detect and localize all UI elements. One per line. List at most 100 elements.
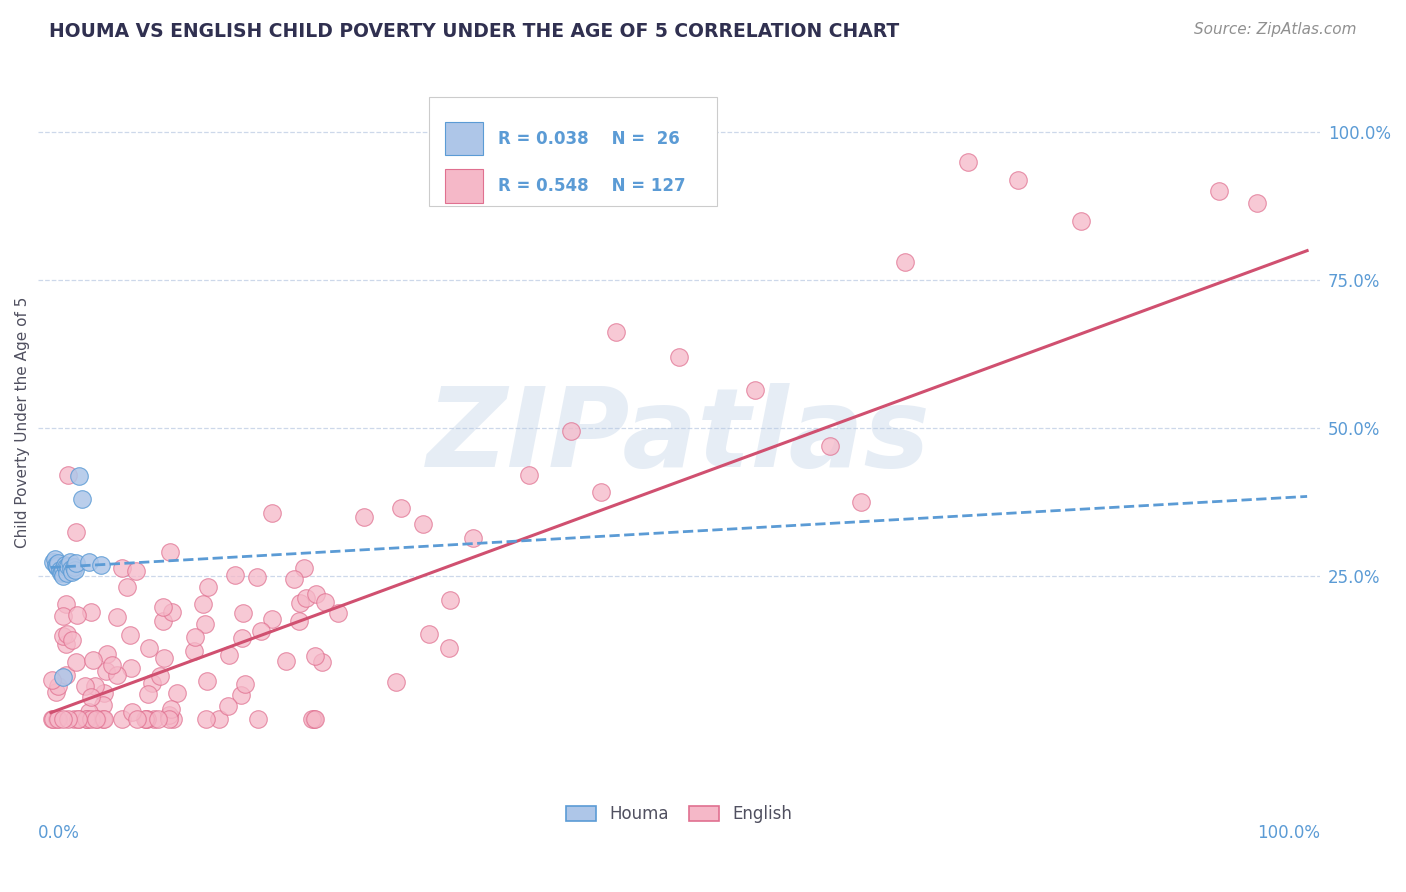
Point <box>42 712 65 726</box>
Point <box>183 644 205 658</box>
Point <box>84 712 107 726</box>
Point <box>461 531 484 545</box>
Point <box>51 565 73 579</box>
Point <box>956 154 979 169</box>
Point <box>96 648 118 662</box>
Point <box>52 712 75 726</box>
Point <box>93 686 115 700</box>
Point <box>52 608 75 623</box>
Point <box>818 439 841 453</box>
Point <box>91 698 114 713</box>
Point <box>233 677 256 691</box>
Point <box>418 627 440 641</box>
Point <box>231 631 253 645</box>
Point <box>111 561 134 575</box>
Point <box>56 566 79 581</box>
Point <box>1208 185 1230 199</box>
Point <box>283 572 305 586</box>
Point <box>262 612 284 626</box>
Point <box>195 674 218 689</box>
Point <box>60 565 83 579</box>
Point <box>193 597 215 611</box>
Point <box>90 558 112 572</box>
Point <box>120 660 142 674</box>
Point <box>146 712 169 726</box>
Point <box>292 561 315 575</box>
Point <box>66 607 89 622</box>
Point <box>49 566 72 581</box>
Point <box>217 699 239 714</box>
Point <box>162 712 184 726</box>
FancyBboxPatch shape <box>444 169 482 203</box>
Point <box>65 524 87 539</box>
Point <box>105 610 128 624</box>
Point <box>194 712 217 726</box>
FancyBboxPatch shape <box>429 97 717 206</box>
Point <box>94 664 117 678</box>
Point <box>91 712 114 726</box>
Point <box>229 688 252 702</box>
Point <box>46 558 69 573</box>
Point <box>77 705 100 719</box>
Point <box>224 567 246 582</box>
Point <box>194 617 217 632</box>
Text: R = 0.038    N =  26: R = 0.038 N = 26 <box>498 129 681 147</box>
Point <box>62 560 84 574</box>
Point <box>1070 214 1092 228</box>
Point <box>135 712 157 726</box>
Point <box>63 564 86 578</box>
Point <box>76 712 98 726</box>
Point <box>152 615 174 629</box>
Point <box>75 712 97 726</box>
Text: ZIPatlas: ZIPatlas <box>427 383 931 490</box>
Point <box>75 679 97 693</box>
Point <box>52 670 75 684</box>
Point <box>52 629 75 643</box>
Point <box>301 712 323 726</box>
Point <box>121 705 143 719</box>
Point <box>45 685 67 699</box>
Point <box>149 669 172 683</box>
Point <box>111 712 134 726</box>
Point <box>197 580 219 594</box>
Point <box>67 468 90 483</box>
Point <box>605 326 627 340</box>
Point <box>305 587 328 601</box>
Point <box>86 712 108 726</box>
Point <box>59 562 82 576</box>
Text: 0.0%: 0.0% <box>38 824 80 842</box>
Point <box>152 600 174 615</box>
Point <box>744 383 766 397</box>
Y-axis label: Child Poverty Under the Age of 5: Child Poverty Under the Age of 5 <box>15 297 30 548</box>
Point <box>439 593 461 607</box>
Point <box>83 679 105 693</box>
Point <box>65 557 87 571</box>
Point <box>56 626 79 640</box>
Point <box>232 606 254 620</box>
Point <box>125 564 148 578</box>
Point <box>157 712 180 726</box>
Point <box>302 712 325 726</box>
Point <box>160 702 183 716</box>
Point <box>166 686 188 700</box>
Point <box>208 712 231 726</box>
Point <box>246 570 269 584</box>
Point <box>66 712 89 726</box>
Point <box>249 624 271 638</box>
Point <box>152 651 174 665</box>
Point <box>77 555 100 569</box>
Point <box>134 712 156 726</box>
Point <box>304 712 326 726</box>
Point <box>157 708 180 723</box>
Point <box>48 564 70 578</box>
Point <box>82 653 104 667</box>
Point <box>46 679 69 693</box>
Point <box>517 468 540 483</box>
Point <box>353 510 375 524</box>
Point <box>48 557 70 571</box>
Point <box>159 545 181 559</box>
Legend: Houma, English: Houma, English <box>560 798 799 830</box>
Point <box>55 597 77 611</box>
Point <box>412 516 434 531</box>
Text: R = 0.548    N = 127: R = 0.548 N = 127 <box>498 178 686 195</box>
